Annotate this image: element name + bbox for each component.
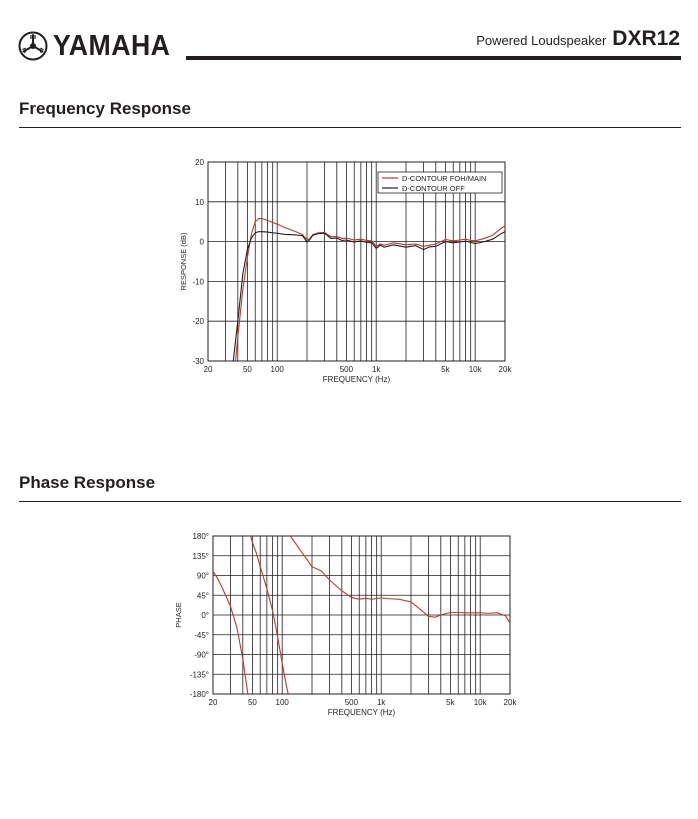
model-name: DXR12 bbox=[612, 27, 680, 50]
phase-x-tick-label: 500 bbox=[345, 698, 359, 707]
phase-response-rule bbox=[19, 501, 681, 502]
freq-y-axis-label: RESPONSE (dB) bbox=[179, 232, 188, 290]
phase-x-tick-label: 5k bbox=[446, 698, 455, 707]
freq-grid bbox=[208, 161, 505, 362]
freq-x-tick-label: 100 bbox=[271, 365, 285, 374]
phase-y-tick-label: 0° bbox=[201, 611, 209, 620]
phase-x-tick-label: 100 bbox=[276, 698, 290, 707]
phase-y-tick-label: -180° bbox=[190, 690, 209, 699]
freq-series-line-1 bbox=[232, 231, 505, 361]
phase-y-tick-label: 180° bbox=[192, 532, 209, 541]
yamaha-tuning-fork-logo-icon bbox=[18, 31, 48, 61]
phase-grid bbox=[213, 535, 510, 695]
phase-y-tick-label: -45° bbox=[194, 631, 209, 640]
freq-y-tick-label: 20 bbox=[195, 158, 204, 167]
freq-y-tick-label: 10 bbox=[195, 198, 204, 207]
phase-x-axis-label: FREQUENCY (Hz) bbox=[328, 708, 396, 717]
phase-x-tick-label: 50 bbox=[248, 698, 257, 707]
phase-x-tick-label: 1k bbox=[377, 698, 386, 707]
brand-name: YAMAHA bbox=[53, 29, 171, 62]
phase-series-line-0 bbox=[213, 570, 249, 694]
frequency-response-title: Frequency Response bbox=[19, 99, 191, 118]
phase-y-tick-label: 45° bbox=[197, 591, 209, 600]
freq-x-tick-label: 20k bbox=[499, 365, 513, 374]
phase-y-tick-label: 90° bbox=[197, 572, 209, 581]
phase-y-tick-label: 135° bbox=[192, 552, 209, 561]
freq-legend-label: D-CONTOUR FOH/MAIN bbox=[402, 174, 486, 183]
yamaha-logo: YAMAHA bbox=[18, 30, 181, 62]
header-rule bbox=[186, 56, 681, 60]
phase-x-tick-label: 10k bbox=[474, 698, 488, 707]
freq-legend-box bbox=[377, 171, 503, 194]
freq-x-tick-label: 50 bbox=[243, 365, 252, 374]
freq-x-tick-label: 500 bbox=[340, 365, 354, 374]
phase-x-tick-label: 20k bbox=[504, 698, 518, 707]
phase-series-line-0 bbox=[250, 536, 289, 694]
phase-y-axis-label: PHASE bbox=[174, 602, 183, 627]
phase-response-title: Phase Response bbox=[19, 473, 156, 492]
freq-legend-label: D-CONTOUR OFF bbox=[402, 184, 465, 193]
phase-y-tick-label: -135° bbox=[190, 670, 209, 679]
freq-y-tick-label: -10 bbox=[192, 277, 204, 286]
freq-x-tick-label: 20 bbox=[204, 365, 213, 374]
freq-y-tick-label: 0 bbox=[200, 238, 205, 247]
phase-series-line-0 bbox=[289, 536, 510, 624]
freq-plot-frame bbox=[207, 161, 506, 362]
freq-x-tick-label: 1k bbox=[372, 365, 381, 374]
freq-x-axis-label: FREQUENCY (Hz) bbox=[323, 375, 391, 384]
phase-plot-frame bbox=[212, 535, 511, 695]
phase-x-tick-label: 20 bbox=[209, 698, 218, 707]
product-header: Powered Loudspeaker DXR12 bbox=[476, 27, 680, 51]
product-type: Powered Loudspeaker bbox=[476, 33, 607, 48]
freq-x-tick-label: 10k bbox=[469, 365, 483, 374]
freq-x-tick-label: 5k bbox=[441, 365, 450, 374]
phase-y-tick-label: -90° bbox=[194, 651, 209, 660]
freq-series-line-0 bbox=[235, 217, 505, 361]
freq-y-tick-label: -30 bbox=[192, 357, 204, 366]
frequency-response-rule bbox=[19, 127, 681, 128]
freq-y-tick-label: -20 bbox=[192, 317, 204, 326]
